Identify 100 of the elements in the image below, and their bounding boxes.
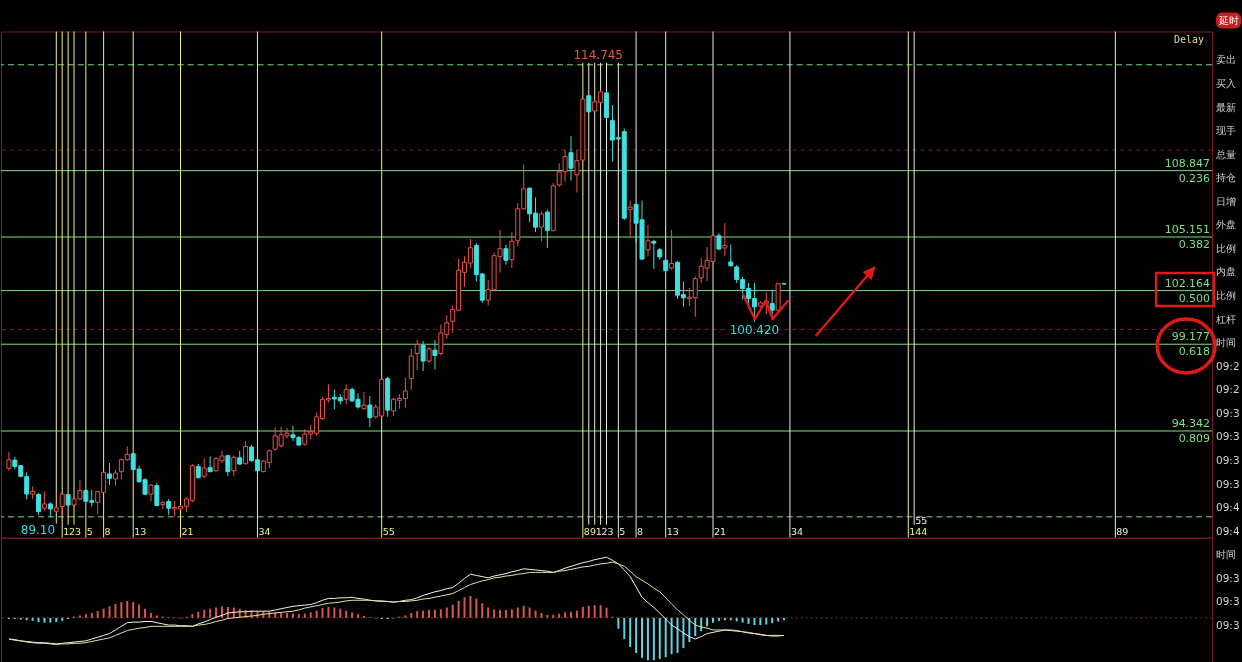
bar	[646, 617, 649, 661]
candlestick	[645, 224, 651, 257]
bar	[114, 603, 117, 618]
ref-line-label: 102.164 0.500	[1164, 276, 1211, 305]
candlestick	[432, 339, 438, 370]
text: 09:2	[1216, 359, 1240, 372]
candlestick	[107, 462, 113, 486]
bar	[575, 610, 578, 618]
bar	[717, 617, 720, 621]
bar	[623, 617, 626, 640]
text: 最新	[1216, 100, 1237, 113]
annotation: 34	[790, 525, 803, 537]
annotation: 34	[258, 525, 271, 537]
text: 09:2	[1216, 383, 1240, 396]
text: 09:4	[1216, 501, 1240, 514]
annotation: 5	[619, 525, 626, 537]
text: 现手	[1216, 124, 1237, 137]
bar	[581, 606, 584, 618]
annotation: 3	[607, 525, 614, 537]
text: 09:3	[1216, 453, 1240, 466]
bar	[593, 605, 596, 618]
bar	[433, 609, 436, 618]
bar	[37, 617, 40, 623]
candlestick	[544, 209, 550, 249]
text: 09:3	[1216, 618, 1240, 631]
bar	[712, 617, 715, 623]
bar	[404, 615, 407, 618]
bar	[78, 615, 81, 618]
text: 09:3	[1216, 430, 1240, 443]
text: 时间	[1216, 548, 1237, 561]
bar	[469, 596, 472, 618]
bar	[43, 617, 46, 623]
bar	[155, 615, 158, 618]
annotation: 1	[63, 525, 70, 537]
bar	[504, 609, 507, 618]
candlestick	[722, 222, 728, 257]
annotation: 89	[583, 525, 596, 537]
bar	[747, 617, 750, 624]
text: 09:3	[1216, 406, 1240, 419]
bar	[457, 600, 460, 618]
annotation: 2	[601, 525, 608, 537]
annotation: 55	[915, 514, 928, 526]
bar	[540, 612, 543, 618]
candlestick	[201, 457, 207, 479]
text: 内盘	[1216, 265, 1237, 278]
ref-line-label: 99.177 0.618	[1171, 330, 1211, 359]
bar	[510, 609, 513, 618]
candlestick	[669, 229, 675, 271]
bar	[493, 609, 496, 618]
bar	[321, 608, 324, 618]
annotation: 1	[595, 525, 602, 537]
bar	[522, 605, 525, 618]
bar	[286, 612, 289, 618]
annotation: 89.10	[20, 522, 56, 537]
bar	[90, 612, 93, 618]
bar	[658, 617, 661, 660]
bar	[108, 606, 111, 618]
annotation: 5	[86, 525, 93, 537]
annotation: 2	[69, 525, 76, 537]
candlestick	[343, 383, 349, 405]
bar	[475, 598, 478, 618]
candlestick	[207, 455, 213, 473]
bar	[315, 610, 318, 618]
candlestick	[651, 239, 657, 270]
annotation: 13	[666, 525, 679, 537]
bar	[333, 607, 336, 618]
bar	[303, 613, 306, 618]
candlestick	[568, 135, 574, 182]
annotation: 8	[637, 525, 644, 537]
candlestick	[420, 340, 426, 372]
annotation: 89	[1116, 525, 1129, 537]
text: 持仓	[1216, 171, 1237, 184]
bar	[599, 605, 602, 618]
text: 时间	[1216, 336, 1237, 349]
bar	[351, 612, 354, 618]
bar	[605, 607, 608, 618]
text: 外盘	[1216, 218, 1237, 231]
bar	[55, 617, 58, 623]
annotation: 3	[75, 525, 82, 537]
bar	[546, 614, 549, 618]
candlestick	[509, 231, 515, 269]
bar	[339, 608, 342, 618]
bar	[357, 614, 360, 618]
bar	[209, 608, 212, 618]
ref-line-label: 108.847 0.236	[1164, 156, 1211, 185]
candlestick	[414, 339, 420, 371]
text: 09:3	[1216, 477, 1240, 490]
candlestick	[769, 289, 775, 316]
bar	[451, 604, 454, 618]
text: 延时	[1217, 14, 1239, 26]
bar	[197, 611, 200, 618]
ref-line-label: 94.342 0.809	[1171, 417, 1211, 445]
bar	[641, 617, 644, 658]
bar	[629, 617, 632, 647]
text: 日增	[1216, 194, 1237, 207]
candlestick	[728, 244, 734, 268]
annotation: 100.420	[729, 322, 780, 337]
bar	[753, 617, 756, 626]
bar	[564, 612, 567, 618]
bar	[144, 608, 147, 618]
